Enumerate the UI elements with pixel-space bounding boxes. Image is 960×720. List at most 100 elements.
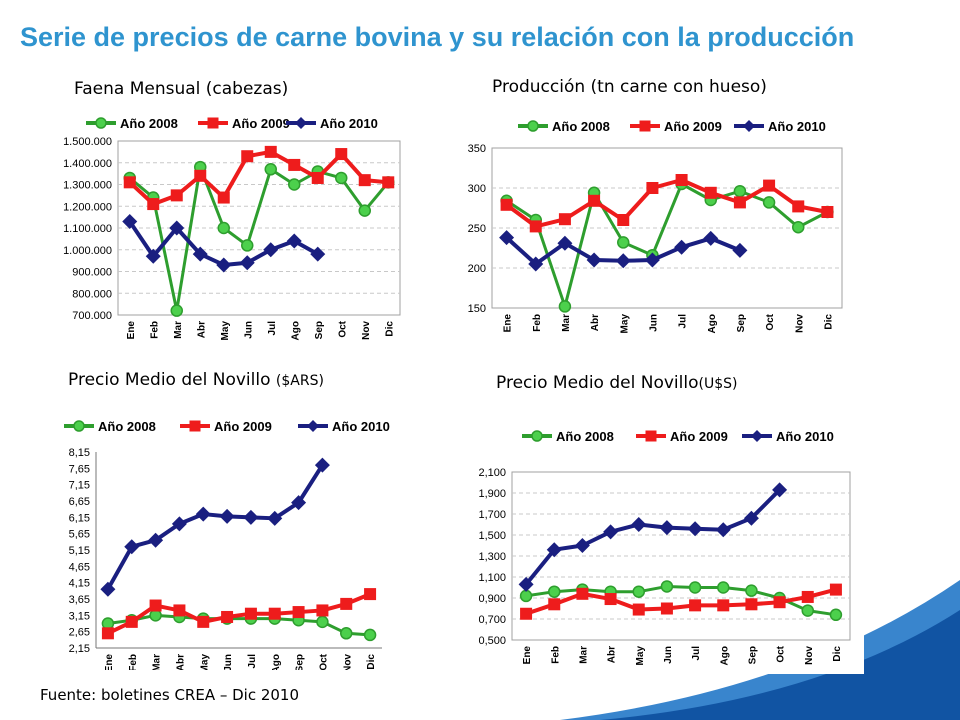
legend-label: Año 2009 <box>664 119 722 134</box>
y-tick-label: 2,100 <box>478 467 506 479</box>
y-tick-label: 150 <box>468 303 486 315</box>
x-tick-label: Sep <box>747 646 758 664</box>
x-tick-label: Jun <box>223 654 234 670</box>
data-point <box>576 587 589 600</box>
chart-faena: 700.000 800.000 900.000 1.000.000 1.100.000 1… <box>18 105 402 350</box>
y-tick-label: 7,15 <box>69 480 90 492</box>
legend-marker <box>531 430 543 442</box>
data-point <box>763 179 776 192</box>
data-point <box>520 607 533 620</box>
x-tick-label: Jul <box>691 646 702 661</box>
legend-marker <box>95 117 107 129</box>
x-tick-label: Ago <box>719 646 730 665</box>
legend-marker <box>307 420 319 432</box>
data-point <box>125 615 138 628</box>
data-point <box>314 457 330 473</box>
y-tick-label: 0,700 <box>478 614 506 626</box>
legend-label: Año 2008 <box>98 419 156 434</box>
x-tick-label: Oct <box>776 645 787 662</box>
data-point <box>821 206 834 218</box>
data-point <box>169 220 185 236</box>
data-point <box>588 194 601 207</box>
y-tick-label: 2,15 <box>69 643 90 655</box>
data-point <box>688 581 702 594</box>
data-point <box>173 604 186 617</box>
data-point <box>745 584 758 597</box>
data-point <box>829 583 842 596</box>
data-point <box>311 171 324 184</box>
y-tick-label: 1.200.000 <box>63 201 112 213</box>
data-point <box>675 174 688 186</box>
data-point <box>241 239 254 252</box>
x-tick-label: May <box>199 654 210 670</box>
data-point <box>631 517 647 532</box>
legend-label: Año 2008 <box>556 429 614 444</box>
chart-title-main: Producción (tn carne con hueso) <box>492 77 767 97</box>
data-point <box>192 246 208 262</box>
data-point <box>358 204 371 217</box>
data-point <box>745 598 758 611</box>
x-tick-label: Jul <box>247 654 258 669</box>
y-tick-label: 900.000 <box>72 267 112 279</box>
y-tick-label: 700.000 <box>72 310 112 322</box>
data-point <box>773 596 786 609</box>
data-point <box>715 522 731 538</box>
legend-label: Año 2008 <box>120 116 178 131</box>
legend-marker <box>207 117 219 129</box>
data-point <box>358 174 371 187</box>
data-point <box>733 184 747 198</box>
data-point <box>529 220 542 233</box>
x-tick-label: Nov <box>804 646 815 665</box>
chart-title-precio-ars: Precio Medio del Novillo ($ARS) <box>68 370 324 390</box>
series-line <box>524 488 782 586</box>
legend-label: Año 2010 <box>320 116 378 131</box>
data-point <box>546 542 562 558</box>
data-point <box>382 176 395 189</box>
data-point <box>145 248 161 264</box>
y-tick-label: 1.100.000 <box>63 223 112 235</box>
data-point <box>340 597 353 610</box>
data-point <box>646 182 659 194</box>
data-point <box>548 598 561 611</box>
x-tick-label: Nov <box>361 321 372 340</box>
y-tick-label: 4,65 <box>69 561 90 573</box>
x-tick-label: Sep <box>295 654 306 670</box>
x-tick-label: Ago <box>707 314 718 333</box>
x-tick-label: Jul <box>678 314 689 329</box>
data-point <box>195 506 211 522</box>
legend-marker <box>639 120 651 132</box>
chart-title-unit: ($ARS) <box>275 373 324 389</box>
chart-title-main: Precio Medio del Novillo <box>496 373 699 393</box>
x-tick-label: Abr <box>196 321 207 338</box>
x-tick-label: Ago <box>271 654 282 670</box>
y-tick-label: 1,100 <box>478 572 506 584</box>
data-point <box>743 510 759 526</box>
data-point <box>548 585 561 598</box>
legend-label: Año 2008 <box>552 119 610 134</box>
y-tick-label: 1.400.000 <box>63 158 112 170</box>
x-tick-label: Feb <box>550 646 561 664</box>
data-point <box>364 588 377 601</box>
data-point <box>340 627 353 640</box>
data-point <box>100 581 116 597</box>
data-point <box>703 230 719 246</box>
legend-marker <box>743 120 755 132</box>
x-tick-label: Ene <box>126 321 137 340</box>
data-point <box>733 196 746 209</box>
legend-label: Año 2010 <box>776 429 834 444</box>
y-tick-label: 5,15 <box>69 545 90 557</box>
x-tick-label: Jun <box>243 321 254 339</box>
x-tick-label: May <box>635 646 646 666</box>
legend-label: Año 2010 <box>768 119 826 134</box>
data-point <box>687 521 703 537</box>
y-tick-label: 1,900 <box>478 488 506 500</box>
y-tick-label: 250 <box>468 223 486 235</box>
data-point <box>263 242 279 258</box>
legend-marker <box>73 420 85 432</box>
y-tick-label: 7,65 <box>69 463 90 475</box>
y-tick-label: 1,300 <box>478 551 506 563</box>
data-point <box>519 589 533 603</box>
data-point <box>122 213 138 229</box>
x-tick-label: Abr <box>175 654 186 670</box>
data-point <box>335 148 348 161</box>
